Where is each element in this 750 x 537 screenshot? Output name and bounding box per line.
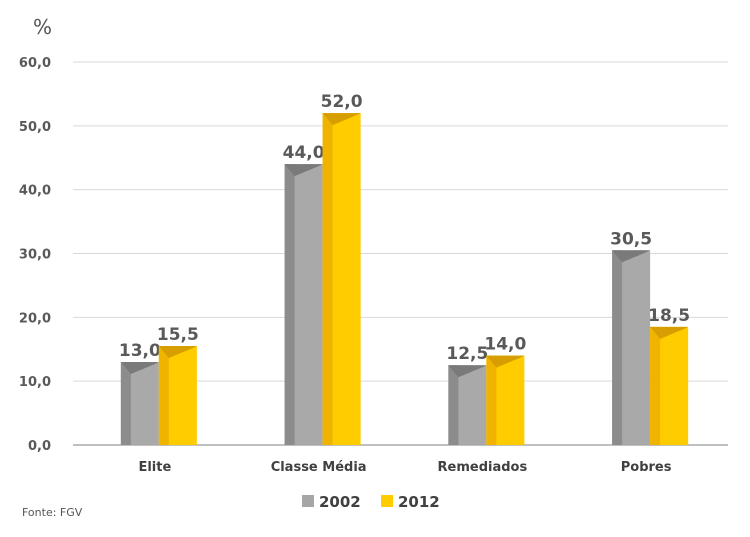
- data-label: 18,5: [648, 306, 690, 326]
- bar-side: [650, 326, 661, 445]
- y-tick-label: 40,0: [19, 184, 51, 199]
- x-tick-label: Remediados: [438, 460, 528, 475]
- bar-top: [120, 362, 159, 375]
- y-tick-label: 0,0: [28, 439, 51, 454]
- y-tick-label: 10,0: [19, 375, 51, 390]
- bar-side: [322, 113, 333, 446]
- legend-swatch: [302, 495, 314, 507]
- y-tick-label: 60,0: [19, 56, 51, 71]
- x-tick-label: Pobres: [621, 460, 672, 475]
- legend: 2002 2012: [302, 493, 440, 511]
- bars: 13,015,5 44,0 52,0 12,514,0 30,5 18,5: [119, 92, 690, 446]
- bar-top: [650, 326, 689, 339]
- bar-top: [612, 250, 651, 263]
- data-label: 44,0: [283, 143, 325, 163]
- data-label: 52,0: [321, 92, 363, 112]
- bar-top: [448, 365, 487, 378]
- y-axis-unit: %: [33, 15, 52, 39]
- bar-side: [448, 365, 459, 445]
- bar-side: [120, 362, 131, 445]
- data-label: 13,0: [119, 341, 161, 361]
- x-tick-label: Elite: [138, 460, 171, 475]
- data-label: 12,5: [446, 344, 488, 364]
- bar-2002-2: [448, 365, 487, 445]
- bar-2012-0: [158, 346, 197, 445]
- data-label: 15,5: [157, 325, 199, 345]
- bar-side: [486, 355, 497, 445]
- bar-2002-3: [612, 250, 651, 445]
- data-label: 30,5: [610, 229, 652, 249]
- bar-2002-0: [120, 362, 159, 445]
- bar-2012-1: [322, 113, 361, 446]
- legend-label: 2002: [319, 493, 361, 511]
- bar-side: [284, 164, 295, 445]
- y-tick-label: 30,0: [19, 248, 51, 263]
- y-axis: 0,0 10,0 20,0 30,0 40,0 50,0 60,0: [19, 56, 51, 454]
- data-label: 14,0: [484, 335, 526, 355]
- bar-2012-3: [650, 326, 689, 445]
- y-tick-label: 50,0: [19, 120, 51, 135]
- bar-top: [322, 113, 361, 126]
- legend-label: 2012: [398, 493, 440, 511]
- source-note: Fonte: FGV: [22, 506, 83, 519]
- bar-side: [612, 250, 623, 445]
- bar-top: [284, 164, 323, 177]
- bar-top: [158, 346, 197, 359]
- bar-2002-1: [284, 164, 323, 445]
- x-tick-label: Classe Média: [271, 460, 367, 475]
- bar-2012-2: [486, 355, 525, 445]
- bar-top: [486, 355, 525, 368]
- y-tick-label: 20,0: [19, 311, 51, 326]
- x-axis: Elite Classe Média Remediados Pobres: [138, 460, 671, 475]
- legend-swatch: [381, 495, 393, 507]
- bar-side: [158, 346, 169, 445]
